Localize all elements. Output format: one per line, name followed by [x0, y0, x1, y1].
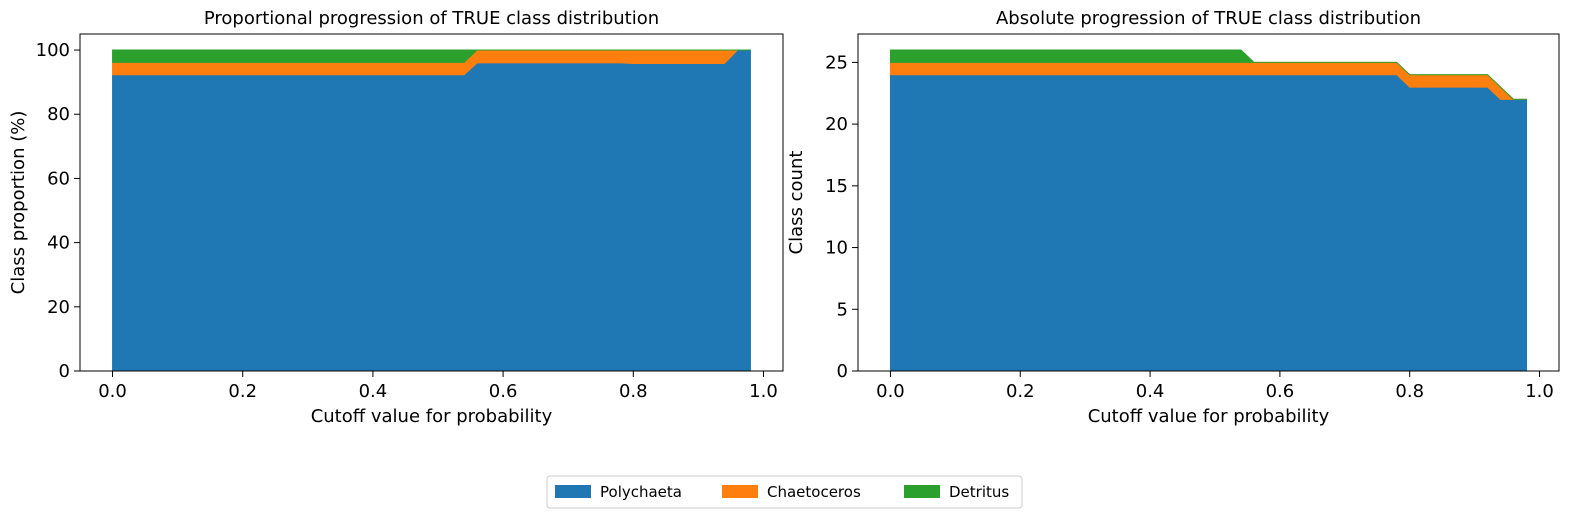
x-axis-label: Cutoff value for probability: [1088, 406, 1330, 427]
y-tick-label: 60: [47, 168, 70, 189]
chart-title: Proportional progression of TRUE class d…: [204, 8, 659, 29]
chart-title: Absolute progression of TRUE class distr…: [996, 8, 1421, 29]
polychaeta-area: [112, 49, 751, 372]
proportional-chart-panel: 0.0 0.2 0.4 0.6 0.8 1.0 0 20 40 60 80 100 Proportion…: [8, 8, 784, 427]
x-tick-label: 0.2: [1006, 381, 1035, 402]
x-tick-label: 0.4: [1136, 381, 1165, 402]
y-tick-label: 100: [36, 40, 70, 61]
y-tick-label: 10: [825, 238, 848, 259]
y-tick-label: 20: [47, 297, 70, 318]
y-tick-label: 25: [825, 52, 848, 73]
y-tick-label: 40: [47, 233, 70, 254]
detritus-area: [112, 49, 751, 63]
y-tick-label: 15: [825, 176, 848, 197]
plot-frame: [857, 33, 1560, 372]
x-tick-label: 0.4: [359, 381, 388, 402]
y-tick-label: 5: [837, 299, 848, 320]
y-tick-label: 0: [59, 361, 70, 382]
detritus-legend-swatch: [904, 485, 940, 498]
plot-frame: [79, 33, 784, 372]
y-tick-label: 80: [47, 104, 70, 125]
x-axis-label: Cutoff value for probability: [311, 406, 553, 427]
polychaeta-legend-swatch: [555, 485, 591, 498]
absolute-chart-panel: 0.0 0.2 0.4 0.6 0.8 1.0 0 5 10 15 20 25 Absolute pro…: [786, 8, 1560, 427]
legend-frame: [546, 475, 1023, 509]
polychaeta-area: [889, 74, 1528, 372]
x-tick-label: 0.6: [1266, 381, 1295, 402]
legend: Polychaeta Chaetoceros Detritus: [546, 475, 1023, 509]
polychaeta-legend-label: Polychaeta: [600, 483, 682, 501]
chaetoceros-legend-label: Chaetoceros: [767, 483, 861, 501]
y-tick-label: 20: [825, 114, 848, 135]
y-axis-label: Class count: [786, 151, 807, 255]
x-tick-label: 0.6: [489, 381, 518, 402]
x-tick-label: 0.0: [876, 381, 905, 402]
x-tick-label: 0.8: [1395, 381, 1424, 402]
y-axis-label: Class proportion (%): [8, 111, 29, 295]
x-tick-label: 1.0: [1525, 381, 1554, 402]
chaetoceros-legend-swatch: [722, 485, 758, 498]
x-tick-label: 0.0: [98, 381, 127, 402]
detritus-legend-label: Detritus: [949, 483, 1009, 501]
detritus-area: [889, 49, 1527, 100]
x-tick-label: 0.8: [619, 381, 648, 402]
y-tick-label: 0: [837, 361, 848, 382]
x-tick-label: 0.2: [228, 381, 257, 402]
x-tick-label: 1.0: [749, 381, 778, 402]
